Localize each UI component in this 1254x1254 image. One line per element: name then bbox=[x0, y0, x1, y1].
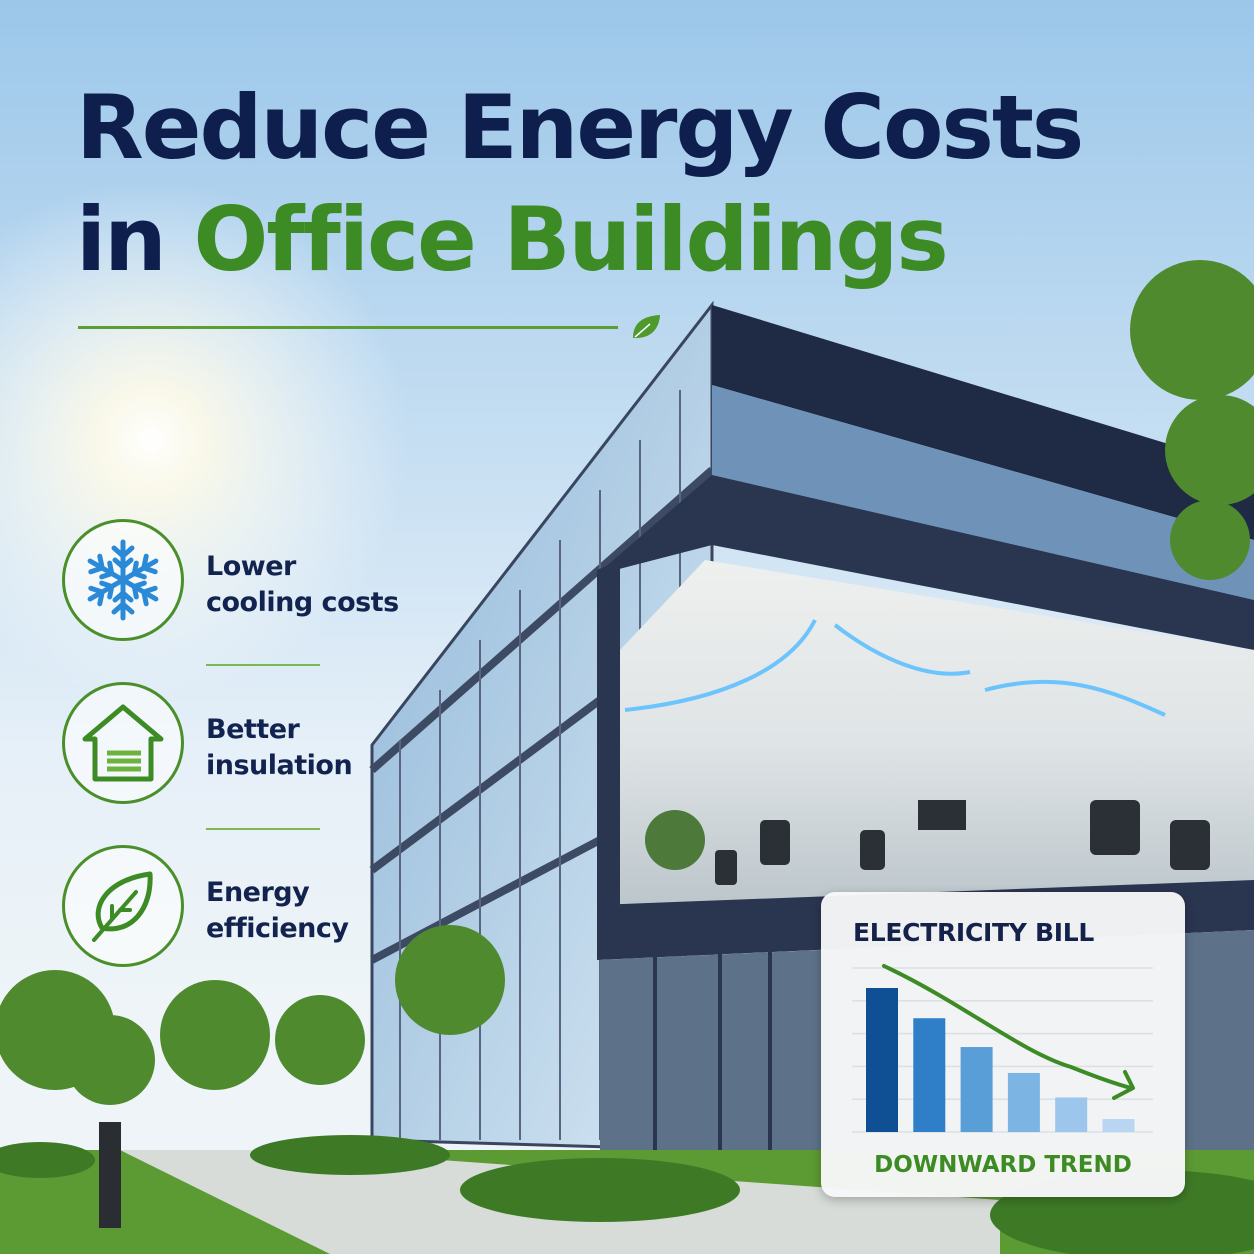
house-insulation-icon bbox=[82, 704, 164, 782]
electricity-bill-card: ELECTRICITY BILL DOWNWARD TREND bbox=[821, 892, 1185, 1197]
feature-insulation: Better insulation bbox=[62, 682, 402, 806]
bar bbox=[1007, 1072, 1040, 1132]
headline-line2: in Office Buildings bbox=[76, 196, 949, 284]
feature-label: Energy efficiency bbox=[206, 875, 349, 947]
feature-label-line2: insulation bbox=[206, 750, 353, 781]
feature-efficiency: Energy efficiency bbox=[62, 845, 402, 969]
feature-label-line1: Better bbox=[206, 714, 300, 745]
snowflake-icon bbox=[83, 539, 163, 622]
bar bbox=[866, 988, 898, 1132]
leaf-icon bbox=[92, 871, 153, 942]
bar bbox=[1055, 1097, 1088, 1132]
bar bbox=[913, 1018, 946, 1132]
feature-icon-circle bbox=[62, 682, 184, 804]
building-floor-slab bbox=[596, 475, 1254, 650]
headline-prefix: in bbox=[76, 188, 167, 291]
headline-highlight: Office Buildings bbox=[193, 188, 948, 291]
feature-divider bbox=[206, 664, 320, 666]
trend-arrow-head bbox=[1112, 1070, 1135, 1100]
feature-label-line1: Energy bbox=[206, 877, 310, 908]
feature-icon-circle bbox=[62, 519, 184, 641]
headline-divider bbox=[78, 326, 618, 329]
feature-icon-circle bbox=[62, 845, 184, 967]
trend-arrow-line bbox=[882, 964, 1133, 1090]
trees bbox=[0, 260, 1254, 1105]
office-chairs bbox=[715, 800, 1210, 885]
bar bbox=[1102, 1119, 1135, 1132]
building-roof-band bbox=[712, 305, 1254, 540]
card-title: ELECTRICITY BILL bbox=[853, 918, 1094, 947]
card-footer: DOWNWARD TREND bbox=[874, 1152, 1132, 1178]
feature-label: Better insulation bbox=[206, 712, 353, 784]
feature-cooling: Lower cooling costs bbox=[62, 519, 402, 643]
feature-label-line2: cooling costs bbox=[206, 587, 399, 618]
bollard-light bbox=[99, 1122, 121, 1228]
feature-label-line2: efficiency bbox=[206, 913, 349, 944]
bill-bar-chart bbox=[852, 964, 1153, 1133]
leaf-icon bbox=[633, 315, 660, 339]
building-upper-windows bbox=[712, 385, 1254, 610]
bar bbox=[960, 1047, 993, 1132]
headline-line1: Reduce Energy Costs bbox=[76, 76, 1084, 179]
feature-label: Lower cooling costs bbox=[206, 549, 399, 621]
feature-divider bbox=[206, 828, 320, 830]
feature-label-line1: Lower bbox=[206, 551, 296, 582]
airflow-arrows bbox=[624, 619, 1166, 717]
